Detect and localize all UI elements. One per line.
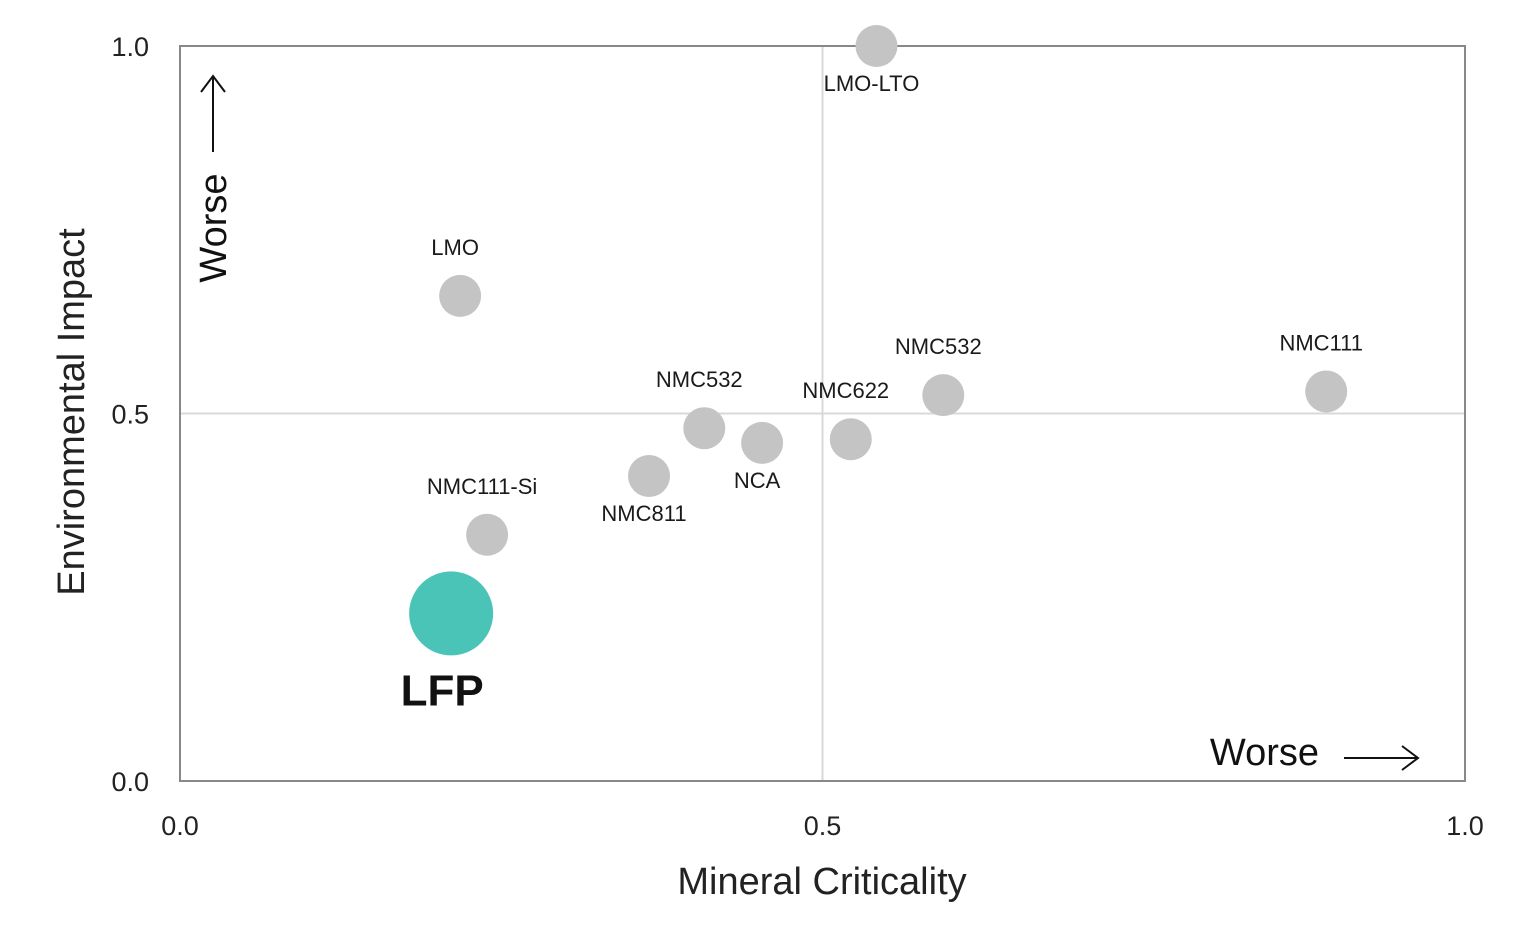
point-label: NMC532 <box>895 334 982 359</box>
data-point <box>439 274 482 317</box>
worse-y-arrowhead-icon <box>200 74 226 93</box>
x-tick-label: 0.0 <box>161 811 199 841</box>
point-label: LMO-LTO <box>824 71 920 96</box>
worse-x-arrowhead-icon <box>1401 745 1420 771</box>
data-point <box>628 454 671 497</box>
data-point <box>922 374 965 417</box>
data-point <box>683 407 726 450</box>
x-axis-title: Mineral Criticality <box>677 861 966 903</box>
data-point <box>741 421 784 464</box>
data-point <box>855 25 898 67</box>
point-label: LFP <box>401 666 484 715</box>
y-tick-label: 0.0 <box>111 767 149 797</box>
worse-y-indicator: Worse <box>193 74 235 283</box>
point-label: NMC622 <box>802 378 889 403</box>
y-tick-label: 1.0 <box>111 32 149 62</box>
data-point <box>1305 370 1348 413</box>
y-axis-title: Environmental Impact <box>51 228 93 596</box>
worse-y-label: Worse <box>193 173 235 282</box>
point-label: NMC111-Si <box>427 474 537 499</box>
point-label: NMC811 <box>601 501 686 526</box>
plot-frame <box>179 45 1466 782</box>
worse-x-label: Worse <box>1210 732 1319 774</box>
y-tick-label: 0.5 <box>111 400 149 430</box>
x-tick-label: 0.5 <box>804 811 842 841</box>
point-label: NMC532 <box>656 367 743 392</box>
point-label: NMC111 <box>1279 330 1363 355</box>
data-point-highlight <box>409 571 494 656</box>
data-point <box>466 513 509 556</box>
worse-x-indicator: Worse <box>1210 732 1420 774</box>
tick-labels: 0.0 0.5 1.0 0.0 0.5 1.0 <box>111 32 1483 841</box>
data-point <box>829 418 872 461</box>
grid-layer <box>180 46 1465 781</box>
point-label: LMO <box>431 235 479 260</box>
x-tick-label: 1.0 <box>1446 811 1484 841</box>
point-label: NCA <box>734 468 781 493</box>
